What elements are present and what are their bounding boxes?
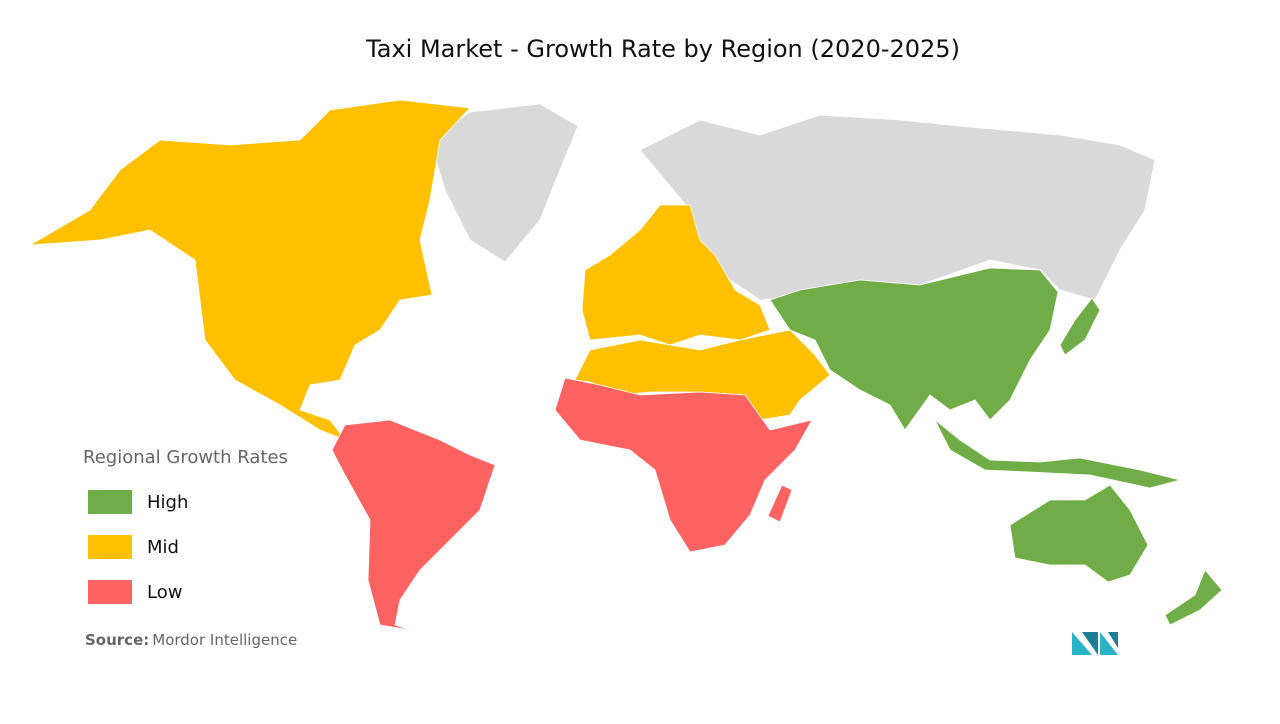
- source-label: Source:: [85, 631, 149, 649]
- japan: [1059, 297, 1101, 356]
- north-africa-middle-east: [574, 329, 831, 421]
- legend-label: Low: [147, 582, 182, 603]
- new-zealand: [1164, 569, 1223, 626]
- logo: [1072, 632, 1118, 655]
- legend-swatch: [88, 490, 132, 514]
- greenland: [429, 103, 579, 263]
- legend-swatch: [88, 535, 132, 559]
- australia: [1009, 484, 1149, 583]
- legend-label: High: [147, 492, 188, 513]
- southeast-asia: [934, 419, 1182, 489]
- russia: [639, 114, 1156, 301]
- title: Taxi Market - Growth Rate by Region (202…: [365, 35, 960, 63]
- legend: High Mid Low: [88, 490, 188, 604]
- madagascar: [767, 484, 793, 523]
- legend-label: Mid: [147, 537, 179, 558]
- africa: [554, 377, 813, 553]
- source-text: Mordor Intelligence: [152, 631, 297, 649]
- legend-swatch: [88, 580, 132, 604]
- asia: [769, 267, 1059, 431]
- europe: [581, 204, 771, 346]
- south-america: [331, 419, 496, 631]
- source: Source: Mordor Intelligence: [85, 631, 297, 649]
- north-america: [29, 99, 471, 441]
- legend-title: Regional Growth Rates: [83, 447, 288, 468]
